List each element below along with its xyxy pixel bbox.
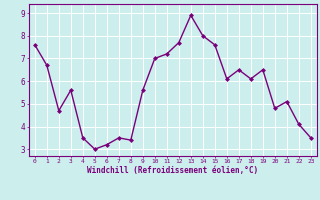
X-axis label: Windchill (Refroidissement éolien,°C): Windchill (Refroidissement éolien,°C) [87,166,258,175]
